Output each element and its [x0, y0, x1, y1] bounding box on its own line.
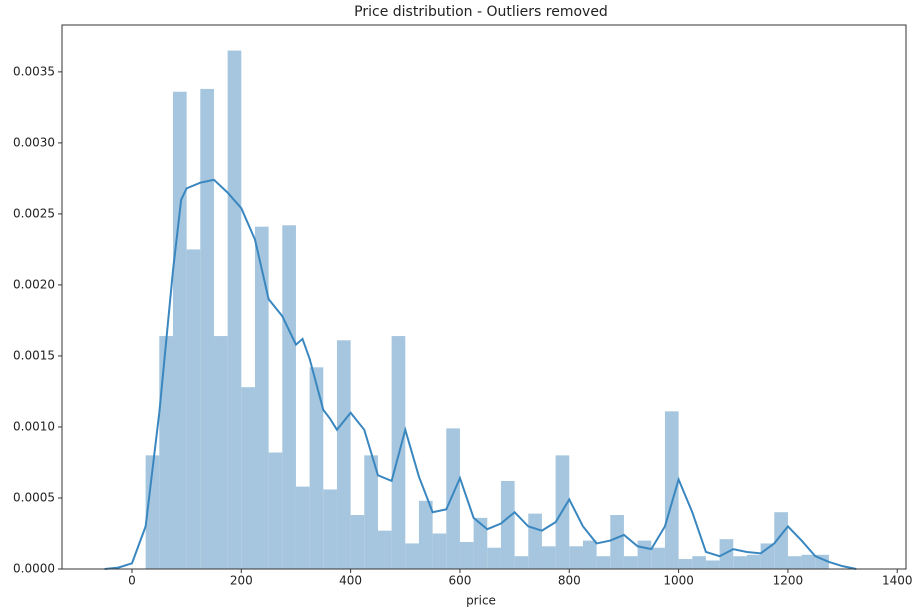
bar	[459, 542, 474, 569]
bar	[678, 559, 693, 569]
bar	[418, 500, 433, 569]
bar	[241, 387, 255, 569]
bar	[705, 560, 720, 569]
bar	[227, 50, 242, 569]
bar	[787, 556, 802, 569]
bar	[364, 455, 378, 569]
x-tick-label: 1000	[663, 574, 694, 588]
bar	[377, 530, 392, 569]
bar	[172, 91, 187, 570]
bar	[569, 546, 583, 569]
y-tick-label: 0.0010	[13, 419, 55, 433]
bar	[487, 547, 501, 569]
x-tick-label: 0	[128, 574, 136, 588]
bar	[528, 513, 542, 569]
bar	[582, 540, 597, 569]
x-tick-label: 1400	[882, 574, 913, 588]
bar	[610, 515, 624, 569]
bar	[336, 340, 351, 569]
chart-title: Price distribution - Outliers removed	[354, 4, 608, 20]
y-tick-label: 0.0030	[13, 135, 55, 149]
bar	[200, 88, 214, 570]
bar	[282, 225, 296, 569]
bar	[213, 336, 228, 569]
plot-frame	[61, 24, 907, 570]
bar	[719, 539, 734, 569]
bar	[350, 515, 365, 569]
x-tick-label: 200	[230, 574, 253, 588]
bar	[596, 556, 611, 569]
bar	[473, 517, 488, 569]
bar	[446, 428, 460, 569]
x-tick-label: 600	[448, 574, 471, 588]
bar	[159, 336, 173, 569]
x-axis-label: price	[466, 594, 496, 608]
y-tick-label: 0.0015	[13, 348, 55, 362]
bar	[651, 547, 665, 569]
bar	[405, 543, 419, 569]
bar	[664, 411, 679, 569]
y-tick-label: 0.0025	[13, 206, 55, 220]
bar	[186, 249, 201, 569]
x-tick-label: 1200	[773, 574, 804, 588]
bar	[432, 533, 447, 569]
bar	[733, 556, 747, 569]
bar	[309, 367, 324, 569]
bar	[623, 556, 638, 569]
y-tick-label: 0.0005	[13, 490, 55, 504]
bar	[254, 226, 269, 570]
kde-line	[104, 178, 857, 570]
bar	[323, 489, 337, 569]
bar	[541, 546, 556, 569]
bar	[268, 452, 283, 569]
bar	[145, 455, 160, 569]
y-tick-label: 0.0000	[13, 562, 55, 576]
bar	[746, 554, 761, 569]
bar	[801, 554, 816, 569]
bar	[637, 540, 652, 569]
bar	[774, 512, 788, 569]
y-tick-label: 0.0020	[13, 277, 55, 291]
bar	[500, 480, 515, 569]
y-tick-label: 0.0035	[13, 64, 55, 78]
bar	[514, 556, 529, 569]
bar	[692, 556, 706, 569]
bar	[295, 486, 310, 569]
x-tick-label: 800	[558, 574, 581, 588]
x-tick-label: 400	[339, 574, 362, 588]
